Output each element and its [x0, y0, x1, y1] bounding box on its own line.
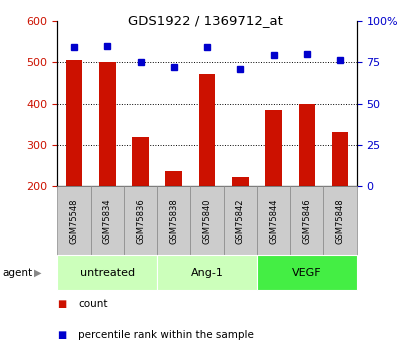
Bar [157, 186, 190, 255]
Text: GSM75844: GSM75844 [268, 198, 277, 244]
Bar [57, 255, 157, 290]
Text: ■: ■ [57, 330, 67, 339]
Text: GSM75842: GSM75842 [235, 198, 244, 244]
Bar [198, 74, 215, 186]
Text: ■: ■ [57, 299, 67, 308]
Bar [323, 186, 356, 255]
Bar [124, 186, 157, 255]
Text: count: count [78, 299, 107, 308]
Bar [331, 132, 348, 186]
Bar [65, 60, 82, 186]
Bar [256, 186, 290, 255]
Text: GSM75838: GSM75838 [169, 198, 178, 244]
Bar [57, 186, 90, 255]
Bar [165, 170, 182, 186]
Text: Ang-1: Ang-1 [190, 268, 223, 277]
Bar [290, 186, 323, 255]
Text: VEGF: VEGF [291, 268, 321, 277]
Bar [265, 110, 281, 186]
Text: GSM75548: GSM75548 [70, 198, 79, 244]
Text: ▶: ▶ [34, 268, 41, 277]
Text: untreated: untreated [79, 268, 135, 277]
Text: GSM75846: GSM75846 [301, 198, 310, 244]
Bar [223, 186, 256, 255]
Text: GSM75840: GSM75840 [202, 198, 211, 244]
Bar [298, 104, 315, 186]
Bar [132, 137, 148, 186]
Bar [231, 177, 248, 186]
Text: percentile rank within the sample: percentile rank within the sample [78, 330, 253, 339]
Text: GSM75848: GSM75848 [335, 198, 344, 244]
Bar [157, 255, 256, 290]
Text: GDS1922 / 1369712_at: GDS1922 / 1369712_at [127, 14, 282, 27]
Bar [90, 186, 124, 255]
Bar [256, 255, 356, 290]
Text: GSM75834: GSM75834 [103, 198, 112, 244]
Text: GSM75836: GSM75836 [136, 198, 145, 244]
Bar [99, 62, 115, 186]
Bar [190, 186, 223, 255]
Text: agent: agent [2, 268, 32, 277]
